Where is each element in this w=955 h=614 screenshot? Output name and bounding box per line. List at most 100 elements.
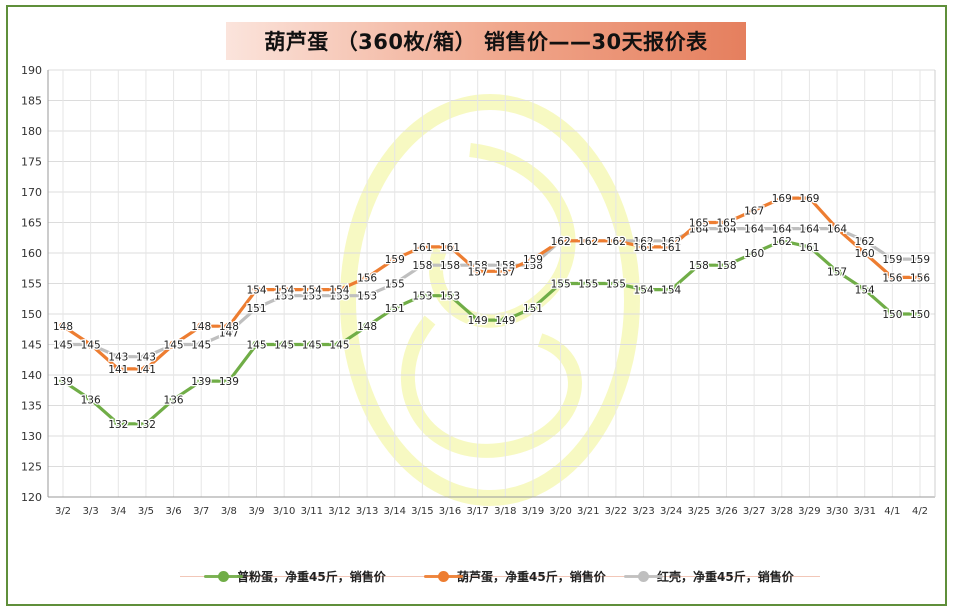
data-point xyxy=(363,273,372,282)
x-tick-label: 3/22 xyxy=(605,506,627,517)
data-label: 150 xyxy=(910,309,930,321)
data-label: 157 xyxy=(827,266,847,278)
data-label: 162 xyxy=(551,236,571,248)
x-tick-label: 3/5 xyxy=(138,506,154,517)
data-label: 148 xyxy=(219,321,239,333)
data-label: 151 xyxy=(385,303,405,315)
data-label: 165 xyxy=(689,218,709,230)
data-label: 153 xyxy=(274,291,294,303)
data-label: 169 xyxy=(799,193,819,205)
data-label: 162 xyxy=(551,236,571,248)
data-point xyxy=(114,419,123,428)
x-tick-label: 3/6 xyxy=(166,506,182,517)
legend-item-hongke: 红壳，净重45斤，销售价 xyxy=(624,564,794,588)
data-label: 148 xyxy=(191,321,211,333)
data-label: 164 xyxy=(772,224,792,236)
data-label: 161 xyxy=(440,242,460,254)
data-label: 154 xyxy=(329,285,349,297)
data-label: 154 xyxy=(274,285,294,297)
data-label: 164 xyxy=(744,224,764,236)
data-point xyxy=(390,279,399,288)
y-tick-label: 190 xyxy=(21,64,42,77)
data-label: 149 xyxy=(495,315,515,327)
x-tick-label: 3/29 xyxy=(798,506,820,517)
data-label: 154 xyxy=(302,285,322,297)
x-tick-label: 3/17 xyxy=(466,506,488,517)
data-point xyxy=(860,285,869,294)
data-point xyxy=(114,364,123,373)
legend-label: 红壳，净重45斤，销售价 xyxy=(657,569,794,584)
data-point xyxy=(418,242,427,251)
data-label: 145 xyxy=(53,340,73,352)
data-label: 158 xyxy=(440,260,460,272)
data-point xyxy=(390,303,399,312)
data-label: 169 xyxy=(772,193,792,205)
data-point xyxy=(805,224,814,233)
data-point xyxy=(694,218,703,227)
data-point xyxy=(197,377,206,386)
data-point xyxy=(501,316,510,325)
legend-marker-gray xyxy=(624,570,663,582)
data-point xyxy=(252,285,261,294)
data-point xyxy=(86,395,95,404)
x-tick-label: 3/31 xyxy=(853,506,875,517)
data-point xyxy=(584,279,593,288)
data-label: 149 xyxy=(468,315,488,327)
data-label: 158 xyxy=(412,260,432,272)
data-point xyxy=(722,224,731,233)
x-tick-label: 3/18 xyxy=(494,506,516,517)
data-point xyxy=(501,261,510,270)
data-point xyxy=(639,236,648,245)
data-label: 150 xyxy=(882,309,902,321)
data-point xyxy=(722,261,731,270)
x-tick-label: 3/24 xyxy=(660,506,682,517)
x-tick-label: 3/12 xyxy=(328,506,350,517)
data-label: 148 xyxy=(357,321,377,333)
data-point xyxy=(860,236,869,245)
data-point xyxy=(446,291,455,300)
data-point xyxy=(224,377,233,386)
data-point xyxy=(528,255,537,264)
x-tick-label: 3/28 xyxy=(771,506,793,517)
data-point xyxy=(307,340,316,349)
data-label: 159 xyxy=(385,254,405,266)
y-tick-label: 130 xyxy=(21,430,42,443)
data-label: 162 xyxy=(661,236,681,248)
x-tick-label: 3/15 xyxy=(411,506,433,517)
data-point xyxy=(280,340,289,349)
data-label: 164 xyxy=(827,224,847,236)
data-label: 162 xyxy=(578,236,598,248)
legend-item-hulu: 葫芦蛋，净重45斤，销售价 xyxy=(424,564,606,588)
data-label: 162 xyxy=(772,236,792,248)
data-label: 161 xyxy=(661,242,681,254)
data-label: 136 xyxy=(164,394,184,406)
data-point xyxy=(777,194,786,203)
data-point xyxy=(252,303,261,312)
data-point xyxy=(667,285,676,294)
data-point xyxy=(197,340,206,349)
data-point xyxy=(86,340,95,349)
y-tick-label: 120 xyxy=(21,491,42,504)
data-point xyxy=(916,255,924,264)
data-point xyxy=(335,340,344,349)
data-point xyxy=(473,267,482,276)
data-point xyxy=(528,261,537,270)
y-tick-label: 140 xyxy=(21,369,42,382)
data-point xyxy=(224,328,233,337)
data-point xyxy=(860,249,869,257)
data-point xyxy=(280,291,289,300)
data-label: 151 xyxy=(523,303,543,315)
y-tick-label: 125 xyxy=(21,461,42,474)
data-point xyxy=(888,255,897,264)
data-label: 153 xyxy=(329,291,349,303)
data-point xyxy=(667,236,676,245)
data-point xyxy=(694,224,703,233)
data-point xyxy=(833,267,842,276)
data-label: 167 xyxy=(744,205,764,217)
data-label: 154 xyxy=(855,285,875,297)
x-tick-label: 3/10 xyxy=(273,506,295,517)
data-label: 145 xyxy=(191,340,211,352)
data-label: 158 xyxy=(495,260,515,272)
data-label: 145 xyxy=(164,340,184,352)
